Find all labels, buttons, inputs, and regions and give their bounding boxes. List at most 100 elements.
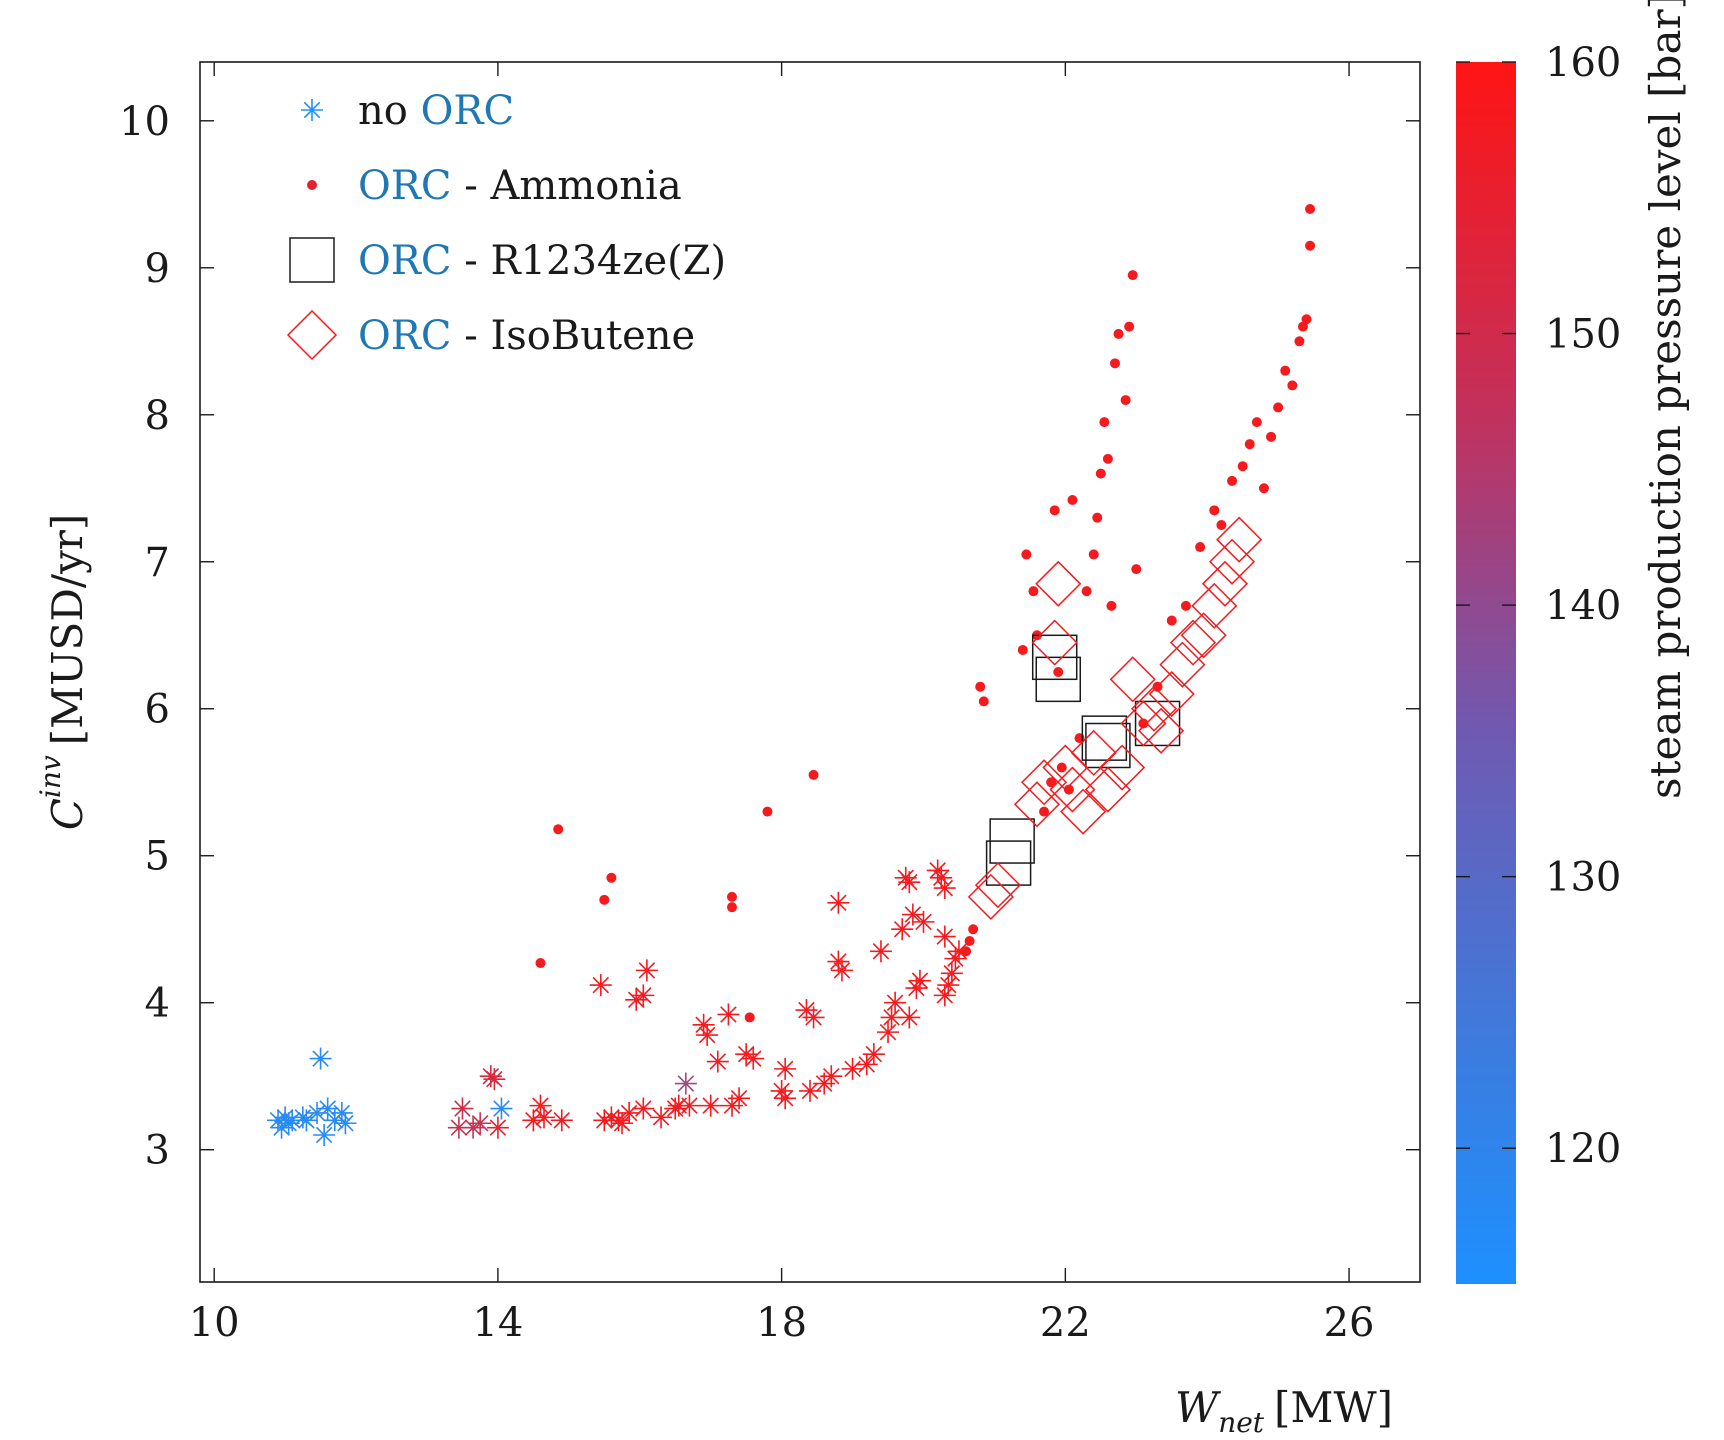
colorbar: 120 130 140 150 160 steam production pressur… bbox=[1456, 0, 1690, 1284]
point-no-orc bbox=[898, 871, 921, 894]
point-ammonia bbox=[1088, 549, 1099, 560]
point-ammonia bbox=[535, 958, 546, 969]
point-ammonia bbox=[1110, 358, 1120, 369]
point-ammonia bbox=[726, 891, 737, 902]
legend-dot-icon bbox=[307, 180, 317, 190]
legend-label: ORC - R1234ze(Z) bbox=[358, 238, 726, 284]
y-tick-label: 3 bbox=[145, 1128, 170, 1174]
point-no-orc bbox=[742, 1047, 765, 1070]
point-ammonia bbox=[1092, 512, 1103, 523]
point-ammonia bbox=[1294, 336, 1305, 347]
point-ammonia bbox=[1127, 270, 1138, 281]
point-no-orc bbox=[313, 1124, 336, 1147]
point-no-orc bbox=[483, 1068, 506, 1091]
point-isobutene bbox=[1120, 700, 1167, 747]
x-tick-label: 14 bbox=[472, 1300, 523, 1346]
point-ammonia bbox=[726, 902, 737, 913]
x-axis-label-main: W bbox=[1175, 1383, 1222, 1432]
legend-asterisk-icon bbox=[301, 99, 323, 121]
point-isobutene bbox=[974, 862, 1022, 909]
point-ammonia bbox=[1053, 667, 1064, 677]
svg-text:Cinv[MUSD/yr]: Cinv [MUSD/yr] bbox=[34, 514, 92, 831]
point-ammonia bbox=[1028, 586, 1039, 597]
point-isobutene bbox=[1138, 707, 1185, 754]
point-ammonia bbox=[1046, 777, 1057, 788]
point-ammonia bbox=[1227, 475, 1238, 486]
point-ammonia bbox=[1099, 417, 1110, 428]
point-ammonia bbox=[606, 872, 617, 883]
legend-label: no ORC bbox=[358, 88, 514, 134]
point-ammonia bbox=[1195, 542, 1206, 553]
x-tick-label: 22 bbox=[1040, 1300, 1091, 1346]
y-axis-label-sup: inv bbox=[34, 755, 67, 798]
point-ammonia bbox=[1017, 644, 1028, 655]
point-no-orc bbox=[933, 925, 956, 948]
point-ammonia bbox=[1216, 520, 1227, 531]
point-no-orc bbox=[674, 1072, 697, 1095]
point-ammonia bbox=[1180, 600, 1191, 611]
y-tick-label: 6 bbox=[145, 687, 170, 733]
point-no-orc bbox=[678, 1094, 701, 1117]
legend-item: ORC - Ammonia bbox=[307, 163, 682, 209]
point-no-orc bbox=[469, 1112, 492, 1135]
point-ammonia bbox=[599, 894, 610, 905]
point-ammonia bbox=[1251, 417, 1262, 428]
y-tick-label: 5 bbox=[145, 834, 170, 880]
point-ammonia bbox=[1106, 600, 1117, 611]
point-ammonia bbox=[1305, 240, 1316, 251]
point-no-orc bbox=[908, 969, 931, 992]
point-ammonia bbox=[964, 935, 975, 946]
point-ammonia bbox=[553, 824, 564, 835]
point-isobutene bbox=[1060, 788, 1107, 835]
point-ammonia bbox=[1081, 586, 1092, 597]
x-axis-label: Wnet [MW] bbox=[1175, 1383, 1393, 1439]
point-no-orc bbox=[589, 974, 612, 997]
y-tick-label: 8 bbox=[145, 393, 170, 439]
point-isobutene bbox=[1109, 656, 1156, 703]
point-r1234ze bbox=[1035, 656, 1082, 703]
point-ammonia bbox=[808, 769, 819, 780]
point-ammonia bbox=[1287, 380, 1298, 391]
point-isobutene bbox=[1180, 612, 1227, 659]
legend-item: ORC - IsoButene bbox=[286, 309, 695, 361]
point-no-orc bbox=[635, 959, 658, 982]
point-ammonia bbox=[1131, 564, 1142, 575]
point-no-orc bbox=[334, 1112, 357, 1135]
point-isobutene bbox=[1049, 766, 1096, 813]
x-tick-label: 26 bbox=[1324, 1300, 1375, 1346]
point-no-orc bbox=[490, 1097, 513, 1120]
point-ammonia bbox=[1124, 321, 1135, 332]
colorbar-tick-label: 160 bbox=[1545, 40, 1621, 86]
point-no-orc bbox=[717, 1003, 740, 1026]
point-no-orc bbox=[891, 918, 914, 941]
y-tick-label: 10 bbox=[119, 99, 170, 145]
plot-area bbox=[199, 61, 1421, 1283]
x-axis-label-unit: [MW] bbox=[1274, 1383, 1393, 1432]
colorbar-tick-label: 120 bbox=[1545, 1126, 1621, 1172]
point-ammonia bbox=[1039, 806, 1050, 817]
y-axis-label-main: C bbox=[43, 798, 92, 830]
point-no-orc bbox=[447, 1116, 470, 1139]
legend-item: ORC - R1234ze(Z) bbox=[289, 237, 726, 284]
point-isobutene bbox=[1084, 766, 1131, 813]
point-no-orc bbox=[933, 877, 956, 900]
point-no-orc bbox=[696, 1024, 719, 1047]
point-isobutene bbox=[1191, 582, 1238, 629]
point-isobutene bbox=[1099, 744, 1146, 791]
point-ammonia bbox=[1063, 784, 1074, 795]
point-ammonia bbox=[1273, 402, 1284, 413]
point-no-orc bbox=[820, 1065, 843, 1088]
point-ammonia bbox=[1237, 461, 1248, 472]
point-isobutene bbox=[1070, 729, 1117, 776]
point-ammonia bbox=[1021, 549, 1032, 560]
point-no-orc bbox=[451, 1097, 474, 1120]
x-tick-label: 18 bbox=[756, 1300, 807, 1346]
point-no-orc bbox=[550, 1109, 573, 1132]
point-r1234ze bbox=[1081, 715, 1128, 761]
point-ammonia bbox=[1056, 762, 1067, 773]
point-ammonia bbox=[1120, 395, 1131, 406]
series-dot bbox=[535, 203, 1316, 1023]
point-no-orc bbox=[699, 1094, 722, 1117]
point-no-orc bbox=[632, 1097, 655, 1120]
point-isobutene bbox=[967, 873, 1014, 920]
